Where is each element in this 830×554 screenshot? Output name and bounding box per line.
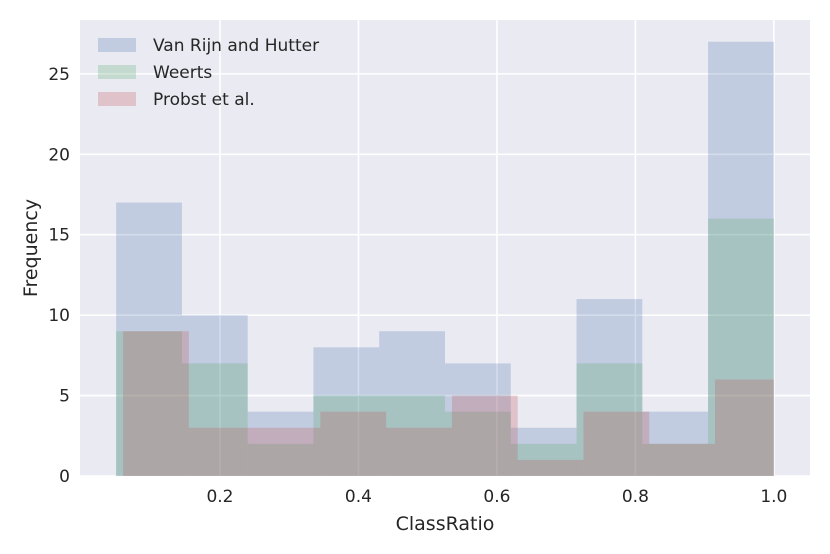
series-3-bars [123,331,774,476]
histogram-bar [320,411,387,476]
x-axis-label: ClassRatio [396,513,495,535]
histogram-bar [116,331,182,476]
histogram-bar [583,411,650,476]
x-tick-label: 0.6 [483,487,510,507]
histogram-bar [379,331,445,476]
y-axis-label: Frequency [20,199,42,297]
histogram-bar [254,427,321,476]
histogram-bar [445,363,511,476]
legend-swatch [98,38,136,52]
legend-label: Van Rijn and Hutter [153,36,319,56]
x-tick-labels: 0.2 0.4 0.6 0.8 1.0 [206,487,787,507]
histogram-bar [181,363,248,476]
grid-lines [80,20,810,477]
histogram-bar [649,443,716,476]
histogram-bar [116,202,182,476]
histogram-bar [386,427,452,476]
y-tick-labels: 0 5 10 15 20 25 [48,65,70,487]
legend-swatch [98,92,136,106]
histogram-bar [510,443,577,476]
histogram-bar [576,299,643,476]
histogram-bar [708,218,774,476]
x-tick-label: 0.8 [622,487,649,507]
plot-background [80,20,810,476]
series-2-bars [116,218,774,476]
y-tick-label: 5 [59,387,70,407]
histogram-bar [445,411,511,476]
series-1-bars [116,41,774,476]
histogram-bar [715,379,774,476]
histogram-bar [576,363,643,476]
x-tick-label: 0.4 [345,487,372,507]
histogram-bar [247,411,314,476]
histogram-bar [123,331,189,476]
legend: Van Rijn and Hutter Weerts Probst et al. [98,36,319,110]
histogram-bar [517,459,584,476]
y-tick-label: 25 [48,65,70,85]
histogram-bar [313,347,380,476]
y-tick-label: 0 [59,467,70,487]
histogram-bar [313,395,380,476]
histogram-bar [451,395,518,476]
histogram-bar [510,427,577,476]
histogram-bar [181,315,248,476]
histogram-bar [642,411,709,476]
x-tick-label: 1.0 [760,487,787,507]
histogram-bar [642,443,709,476]
legend-swatch [98,65,136,79]
y-tick-label: 20 [48,145,70,165]
legend-label: Weerts [153,63,212,83]
histogram-bar [188,427,255,476]
histogram-bar [247,443,314,476]
histogram-bar [708,41,774,476]
y-tick-label: 10 [48,306,70,326]
x-tick-label: 0.2 [206,487,233,507]
legend-label: Probst et al. [153,90,255,110]
histogram-bars [116,41,774,476]
y-tick-label: 15 [48,226,70,246]
histogram-bar [379,395,445,476]
